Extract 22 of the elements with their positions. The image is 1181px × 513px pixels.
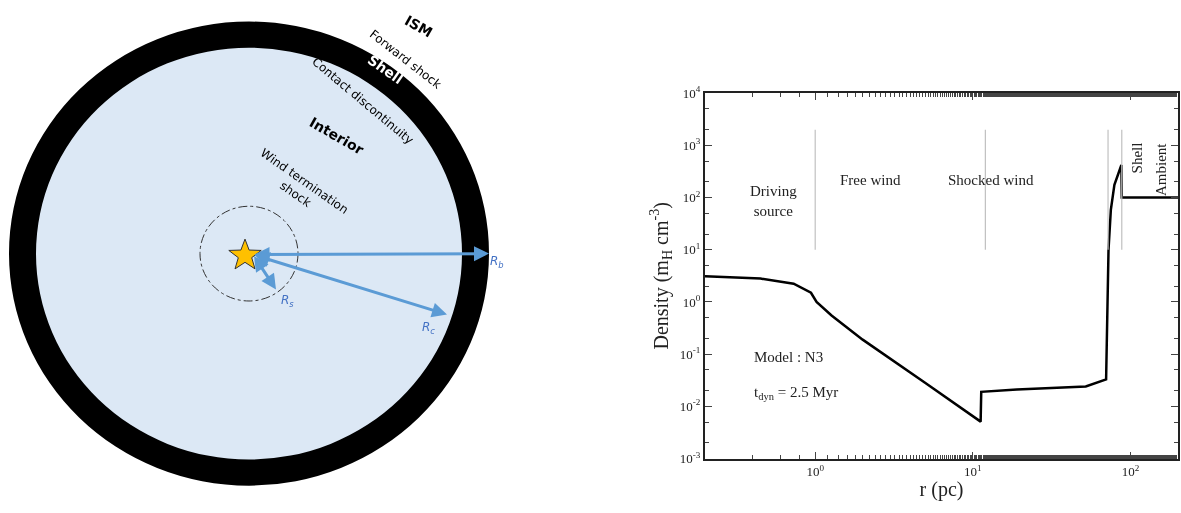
annotation: Shocked wind [948, 172, 1034, 188]
x-tick-label: 10$^{1}$ [964, 462, 982, 480]
annotation: t$_{dyn}$ = 2.5 Myr [754, 384, 839, 403]
x-tick-label: 10$^{0}$ [806, 462, 825, 480]
y-tick-label: 10$^{0}$ [682, 293, 701, 310]
annotation: Free wind [840, 172, 901, 188]
y-tick-label: 10$^{-3}$ [679, 449, 701, 467]
text: R$_{s}$ [281, 293, 295, 309]
annotation: Shell [1129, 142, 1146, 174]
y-tick-label: 10$^{2}$ [682, 188, 701, 206]
annotation: Ambient [1152, 142, 1169, 197]
annotation: Driving source [750, 183, 798, 219]
text: R$_{b}$ [490, 254, 504, 270]
y-tick-label: 10$^{3}$ [682, 136, 701, 153]
y-tick-label: 10$^{1}$ [682, 240, 701, 258]
text: R$_{c}$ [422, 320, 436, 336]
y-tick-label: 10$^{-1}$ [679, 345, 701, 362]
x-tick-label: 10$^{2}$ [1121, 462, 1140, 480]
annotation: Model : N3 [754, 349, 824, 365]
y-tick-label: 10$^{-2}$ [679, 397, 701, 414]
y-tick-label: 10$^{4}$ [682, 84, 701, 101]
x-axis-title: r (pc) [919, 478, 964, 502]
